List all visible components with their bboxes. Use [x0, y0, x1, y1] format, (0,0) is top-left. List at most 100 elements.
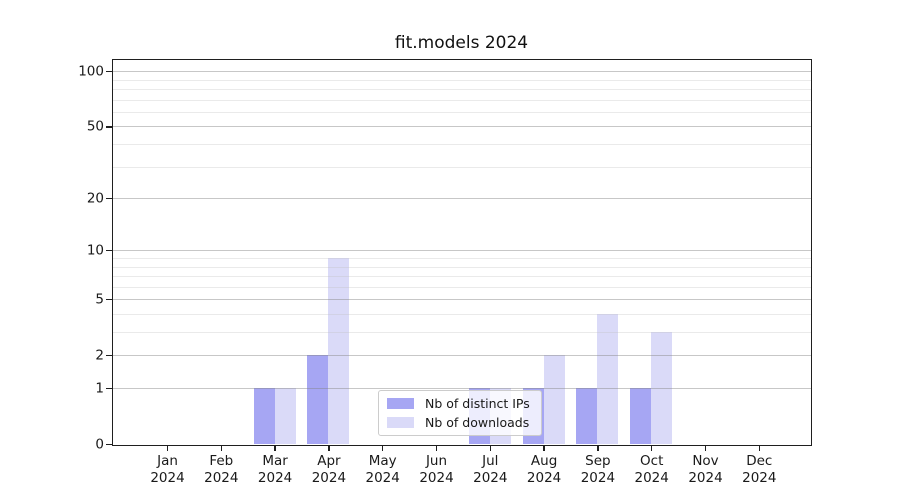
x-tick-month: Aug [530, 452, 558, 469]
minor-gridline [113, 286, 811, 288]
y-tick-mark [106, 126, 112, 128]
legend-entry-downloads: Nb of downloads [387, 413, 541, 432]
y-tick-mark [106, 70, 112, 73]
bar-distinct-ips [253, 388, 275, 444]
x-tick-label: Dec 2024 [729, 453, 789, 487]
x-tick-year: 2024 [688, 469, 723, 486]
bar-distinct-ips [576, 388, 598, 444]
minor-gridline [113, 332, 811, 333]
x-tick-month: Apr [317, 452, 341, 469]
plot-area: Nb of distinct IPs Nb of downloads [112, 59, 812, 446]
y-tick-label: 0 [95, 435, 104, 452]
legend-swatch-downloads [387, 417, 414, 428]
minor-gridline [113, 257, 811, 259]
minor-gridline [113, 111, 811, 113]
y-tick-label: 10 [86, 242, 104, 259]
bar-distinct-ips [307, 355, 329, 444]
x-tick-mark [382, 446, 384, 451]
x-tick-label: Feb 2024 [191, 453, 251, 487]
chart-title: fit.models 2024 [394, 33, 529, 53]
x-tick-year: 2024 [473, 469, 508, 486]
x-tick-label: Aug 2024 [514, 453, 574, 487]
legend: Nb of distinct IPs Nb of downloads [378, 390, 542, 436]
major-gridline [113, 388, 811, 389]
major-gridline [113, 198, 811, 200]
minor-gridline [113, 266, 811, 268]
x-tick-mark [543, 446, 545, 451]
x-tick-mark [651, 446, 653, 451]
x-tick-mark [435, 446, 438, 451]
x-tick-label: May 2024 [353, 453, 413, 487]
x-tick-month: May [368, 452, 397, 469]
legend-label-distinct-ips: Nb of distinct IPs [425, 396, 530, 411]
x-tick-year: 2024 [742, 469, 777, 486]
x-tick-month: Jan [157, 452, 178, 469]
y-tick-mark [106, 299, 112, 301]
y-tick-mark [106, 250, 112, 252]
x-tick-mark [220, 446, 222, 451]
x-tick-year: 2024 [150, 469, 185, 486]
x-tick-year: 2024 [365, 469, 400, 486]
x-tick-label: Apr 2024 [299, 453, 359, 487]
x-tick-year: 2024 [204, 469, 239, 486]
major-gridline [113, 299, 811, 301]
x-tick-mark [704, 446, 707, 451]
x-tick-label: Nov 2024 [676, 453, 736, 487]
minor-gridline [113, 89, 811, 90]
bar-distinct-ips [630, 388, 652, 444]
x-tick-month: Feb [209, 452, 234, 469]
x-tick-year: 2024 [311, 469, 347, 486]
y-tick-label: 5 [95, 291, 104, 307]
x-tick-label: Mar 2024 [245, 453, 305, 487]
x-tick-mark [274, 446, 276, 451]
major-gridline [113, 250, 811, 252]
x-tick-mark [328, 446, 330, 451]
y-tick-label: 50 [86, 118, 104, 135]
legend-swatch-distinct-ips [387, 398, 414, 409]
bar-downloads [651, 332, 673, 444]
y-tick-label: 20 [86, 189, 104, 206]
x-tick-mark [758, 446, 760, 451]
minor-gridline [113, 276, 811, 278]
x-tick-mark [489, 446, 491, 451]
x-tick-year: 2024 [634, 469, 669, 486]
x-tick-month: Nov [692, 452, 719, 469]
x-tick-label: Jul 2024 [460, 453, 520, 487]
x-tick-month: Mar [262, 452, 288, 469]
x-tick-month: Jul [482, 452, 499, 469]
minor-gridline [113, 99, 811, 101]
x-tick-year: 2024 [257, 469, 293, 486]
minor-gridline [113, 166, 811, 168]
x-tick-year: 2024 [580, 469, 616, 486]
major-gridline [113, 355, 811, 357]
legend-label-downloads: Nb of downloads [425, 415, 530, 430]
x-tick-label: Jan 2024 [138, 453, 198, 487]
bar-downloads [328, 257, 350, 444]
x-tick-month: Dec [746, 452, 773, 469]
x-tick-month: Oct [640, 452, 664, 469]
bar-downloads [543, 355, 565, 444]
minor-gridline [113, 313, 811, 315]
x-tick-label: Sep 2024 [568, 453, 628, 487]
x-tick-mark [597, 446, 599, 451]
minor-gridline [113, 144, 811, 145]
x-tick-mark [166, 446, 169, 451]
y-tick-label: 1 [95, 379, 104, 396]
x-tick-month: Jun [425, 452, 448, 469]
bar-downloads [597, 313, 619, 444]
minor-gridline [113, 79, 811, 81]
y-tick-label: 2 [95, 347, 104, 363]
major-gridline [113, 71, 811, 73]
bar-downloads [274, 388, 296, 444]
legend-entry-distinct-ips: Nb of distinct IPs [387, 394, 541, 413]
y-tick-mark [106, 387, 112, 390]
x-tick-label: Oct 2024 [622, 453, 682, 487]
x-tick-label: Jun 2024 [407, 453, 467, 487]
x-tick-month: Sep [585, 452, 611, 469]
y-tick-mark [106, 197, 112, 200]
y-tick-label: 100 [78, 62, 104, 79]
y-tick-mark [106, 443, 112, 446]
x-tick-year: 2024 [419, 469, 454, 486]
y-tick-mark [106, 355, 112, 357]
